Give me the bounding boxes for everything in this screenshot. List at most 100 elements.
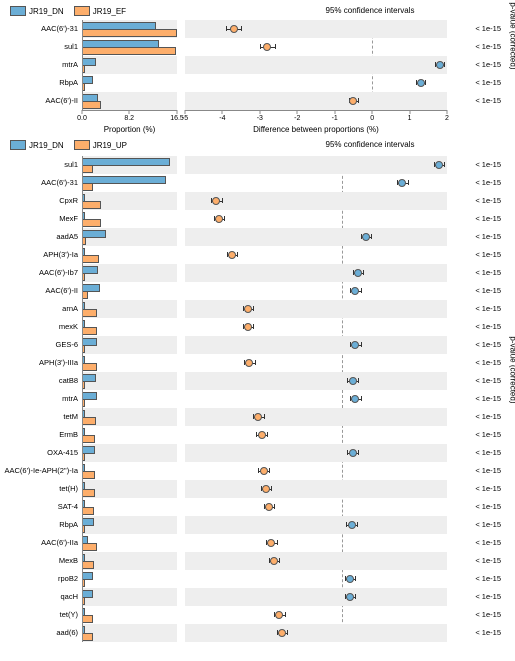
p-value: < 1e-15 bbox=[475, 56, 501, 74]
legend-swatch bbox=[10, 140, 26, 150]
ci-point bbox=[417, 79, 425, 87]
p-value: < 1e-15 bbox=[475, 336, 501, 354]
ci-point bbox=[267, 539, 275, 547]
row-stripe bbox=[82, 444, 177, 462]
p-value: < 1e-15 bbox=[475, 74, 501, 92]
p-value: < 1e-15 bbox=[475, 624, 501, 642]
x-tick-mark bbox=[185, 110, 186, 114]
ci-whisker-cap bbox=[260, 44, 261, 49]
p-value: < 1e-15 bbox=[475, 516, 501, 534]
legend-swatch bbox=[74, 6, 90, 16]
bar-other bbox=[82, 435, 95, 443]
ci-whisker-cap bbox=[361, 396, 362, 401]
bar-other bbox=[82, 633, 93, 641]
p-value: < 1e-15 bbox=[475, 498, 501, 516]
ci-x-axis bbox=[185, 110, 447, 111]
ci-point bbox=[254, 413, 262, 421]
p-value: < 1e-15 bbox=[475, 300, 501, 318]
row-stripe bbox=[185, 20, 447, 38]
legend-item: JR19_DN bbox=[10, 6, 64, 16]
gene-label: sul1 bbox=[0, 156, 81, 174]
bar-other bbox=[82, 165, 93, 173]
x-tick-mark bbox=[259, 110, 260, 114]
ci-whisker-cap bbox=[269, 468, 270, 473]
row-stripe bbox=[185, 588, 447, 606]
ci-point bbox=[349, 449, 357, 457]
p-value: < 1e-15 bbox=[475, 444, 501, 462]
ci-whisker-cap bbox=[355, 576, 356, 581]
ci-point bbox=[349, 377, 357, 385]
row-stripe bbox=[82, 56, 177, 74]
ci-point bbox=[230, 25, 238, 33]
bar-other bbox=[82, 489, 95, 497]
p-value: < 1e-15 bbox=[475, 462, 501, 480]
gene-label: MexF bbox=[0, 210, 81, 228]
p-value: < 1e-15 bbox=[475, 92, 501, 110]
ci-point bbox=[228, 251, 236, 259]
ci-whisker-cap bbox=[253, 324, 254, 329]
x-tick-mark bbox=[222, 110, 223, 114]
ci-point bbox=[346, 593, 354, 601]
x-tick-mark bbox=[177, 110, 178, 114]
bar-other bbox=[82, 615, 93, 623]
p-value: < 1e-15 bbox=[475, 210, 501, 228]
ci-whisker-cap bbox=[361, 342, 362, 347]
p-value: < 1e-15 bbox=[475, 246, 501, 264]
bar-other bbox=[82, 183, 93, 191]
x-tick-label: 0 bbox=[370, 115, 374, 122]
ci-whisker-cap bbox=[237, 252, 238, 257]
gene-label: mexK bbox=[0, 318, 81, 336]
x-tick-mark bbox=[82, 110, 83, 114]
bar-other bbox=[82, 201, 101, 209]
ci-point bbox=[362, 233, 370, 241]
bar-other bbox=[82, 507, 94, 515]
ci-whisker-cap bbox=[274, 504, 275, 509]
x-tick-label: 8.2 bbox=[124, 115, 134, 122]
gene-label: APH(3')-Ia bbox=[0, 246, 81, 264]
x-tick-mark bbox=[409, 110, 410, 114]
row-stripe bbox=[185, 156, 447, 174]
legend-label: JR19_DN bbox=[29, 7, 64, 16]
ci-point bbox=[260, 467, 268, 475]
p-value: < 1e-15 bbox=[475, 282, 501, 300]
bar-other bbox=[82, 29, 177, 37]
ci-whisker-cap bbox=[444, 62, 445, 67]
row-stripe bbox=[82, 372, 177, 390]
bar-other bbox=[82, 561, 94, 569]
row-stripe bbox=[185, 480, 447, 498]
ci-title: 95% confidence intervals bbox=[270, 6, 470, 15]
gene-label: qacH bbox=[0, 588, 81, 606]
bar-other bbox=[82, 47, 176, 55]
x-tick-mark bbox=[372, 110, 373, 114]
bar-other bbox=[82, 471, 95, 479]
bar-y-axis bbox=[82, 20, 83, 110]
p-value: < 1e-15 bbox=[475, 20, 501, 38]
x-tick-label: -4 bbox=[219, 115, 225, 122]
ci-whisker-cap bbox=[267, 432, 268, 437]
ci-whisker-cap bbox=[425, 80, 426, 85]
ci-whisker-cap bbox=[285, 612, 286, 617]
gene-label: mtrA bbox=[0, 390, 81, 408]
ci-whisker-cap bbox=[358, 98, 359, 103]
p-value: < 1e-15 bbox=[475, 228, 501, 246]
row-stripe bbox=[185, 336, 447, 354]
ci-whisker-cap bbox=[357, 522, 358, 527]
ci-point bbox=[275, 611, 283, 619]
bar-other bbox=[82, 255, 99, 263]
ci-point bbox=[270, 557, 278, 565]
gene-label: sul1 bbox=[0, 38, 81, 56]
ci-whisker-cap bbox=[279, 558, 280, 563]
ci-whisker-cap bbox=[271, 486, 272, 491]
ci-whisker-cap bbox=[253, 306, 254, 311]
ci-point bbox=[265, 503, 273, 511]
row-stripe bbox=[82, 516, 177, 534]
ci-point bbox=[398, 179, 406, 187]
ci-whisker-cap bbox=[371, 234, 372, 239]
gene-label: AAC(6')-31 bbox=[0, 20, 81, 38]
ci-point bbox=[278, 629, 286, 637]
row-stripe bbox=[185, 408, 447, 426]
p-value: < 1e-15 bbox=[475, 264, 501, 282]
ci-whisker-cap bbox=[241, 26, 242, 31]
p-value: < 1e-15 bbox=[475, 552, 501, 570]
gene-label: CpxR bbox=[0, 192, 81, 210]
